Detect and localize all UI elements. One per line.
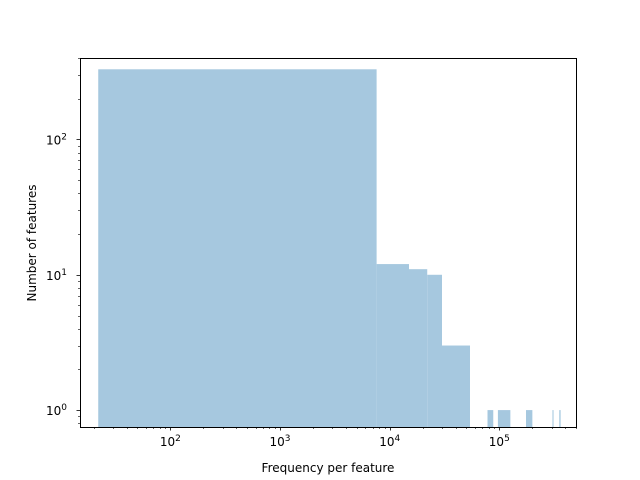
x-axis-label: Frequency per feature [262,461,395,475]
histogram-bar [559,410,561,427]
histogram-bar [552,410,554,427]
y-tick-label: 100 [46,403,67,418]
histogram-bar [376,264,409,427]
histogram-bar [487,410,494,427]
plot-frame [80,58,577,428]
histogram-bar [427,274,442,427]
x-tick-label: 105 [489,434,510,449]
y-axis-label: Number of features [25,185,39,302]
x-tick-label: 102 [160,434,181,449]
y-tick-label: 102 [46,133,67,148]
bars-group [98,69,561,428]
x-tick-label: 104 [379,434,400,449]
y-tick-label: 101 [46,268,67,283]
histogram-bar [408,269,428,427]
histogram-bar [442,345,470,427]
histogram-bar [497,410,511,427]
histogram-bar [98,69,377,428]
histogram-bar [526,410,533,427]
y-axis-ticks: 100 101 102 [46,58,80,424]
x-tick-label: 103 [269,434,290,449]
